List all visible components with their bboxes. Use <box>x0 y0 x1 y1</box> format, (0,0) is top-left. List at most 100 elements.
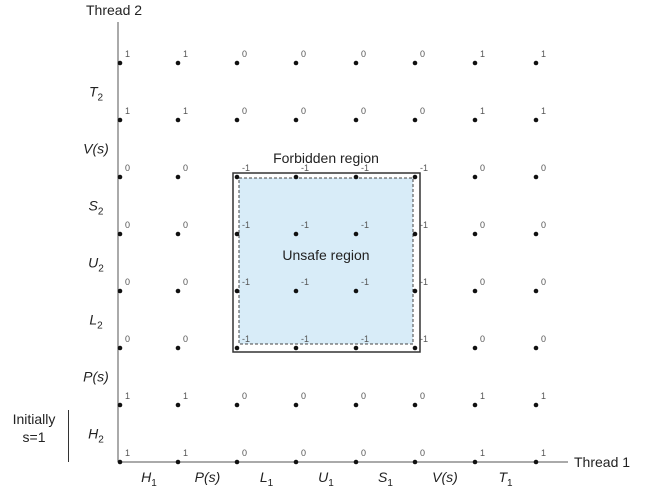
grid-value: 0 <box>541 163 546 173</box>
grid-value: 0 <box>480 277 485 287</box>
grid-value: 0 <box>242 49 247 59</box>
y-tick-base: U <box>88 255 99 271</box>
y-tick-base: S <box>89 198 99 214</box>
x-tick-sub: 1 <box>151 478 157 489</box>
x-tick-label: V(s) <box>432 469 458 485</box>
grid-point <box>234 231 240 237</box>
grid-value: 0 <box>125 334 130 344</box>
grid-point <box>533 117 539 123</box>
initial-state-line2: s=1 <box>22 429 46 445</box>
grid-point <box>472 459 478 465</box>
grid-point <box>175 117 181 123</box>
grid-value: 0 <box>361 448 366 458</box>
y-tick-base: P(s) <box>83 369 109 385</box>
grid-value: 1 <box>183 106 188 116</box>
grid-value: 1 <box>480 391 485 401</box>
grid-value: 0 <box>420 448 425 458</box>
grid-value: -1 <box>361 220 369 230</box>
grid-point <box>175 174 181 180</box>
grid-point <box>472 288 478 294</box>
grid-point <box>234 117 240 123</box>
grid-value: 0 <box>125 220 130 230</box>
grid-point <box>353 174 359 180</box>
grid-value: -1 <box>242 163 250 173</box>
grid-value: 1 <box>125 448 130 458</box>
grid-value: 0 <box>420 49 425 59</box>
grid-point <box>472 231 478 237</box>
grid-value: 1 <box>480 49 485 59</box>
grid-point <box>117 402 123 408</box>
grid-point <box>472 174 478 180</box>
grid-point <box>412 345 418 351</box>
grid-point <box>117 288 123 294</box>
grid-value: 1 <box>480 448 485 458</box>
grid-point <box>234 402 240 408</box>
y-tick-base: L <box>89 312 97 328</box>
grid-value: 1 <box>541 106 546 116</box>
x-tick-base: U <box>318 469 329 485</box>
initial-state-line1: Initially <box>12 411 56 427</box>
x-tick-label: T1 <box>498 469 513 489</box>
grid-value: 0 <box>301 49 306 59</box>
grid-value: 0 <box>125 277 130 287</box>
grid-value: -1 <box>420 334 428 344</box>
grid-value: 0 <box>420 106 425 116</box>
grid-value: 1 <box>541 391 546 401</box>
grid-point <box>234 459 240 465</box>
x-tick-label: U1 <box>318 469 334 489</box>
grid-value: 0 <box>480 163 485 173</box>
grid-point <box>175 288 181 294</box>
x-tick-labels: H1 P(s) L1 U1 S1 V(s) T1 <box>141 469 513 489</box>
y-tick-label: H2 <box>88 426 104 446</box>
grid-point <box>412 174 418 180</box>
y-tick-label: S2 <box>89 198 104 218</box>
grid-point <box>293 231 299 237</box>
grid-point <box>117 345 123 351</box>
grid-value: -1 <box>361 334 369 344</box>
grid-point <box>353 231 359 237</box>
y-tick-label: U2 <box>88 255 104 275</box>
grid-value: 0 <box>242 391 247 401</box>
grid-point <box>293 459 299 465</box>
grid-value: 0 <box>361 106 366 116</box>
x-axis-title: Thread 1 <box>574 454 630 470</box>
y-tick-label: V(s) <box>83 141 109 157</box>
grid-value: 0 <box>480 334 485 344</box>
forbidden-region-box <box>232 172 421 353</box>
grid-value: 0 <box>420 391 425 401</box>
grid-value: -1 <box>361 277 369 287</box>
grid-point <box>533 345 539 351</box>
y-tick-sub: 2 <box>98 207 104 218</box>
unsafe-region-label: Unsafe region <box>282 247 369 263</box>
grid-point <box>353 459 359 465</box>
grid-point <box>175 60 181 66</box>
y-tick-base: V(s) <box>83 141 109 157</box>
grid-point <box>412 402 418 408</box>
grid-point <box>472 345 478 351</box>
y-tick-sub: 2 <box>98 93 104 104</box>
grid-value: 1 <box>125 106 130 116</box>
grid-point <box>117 117 123 123</box>
grid-point <box>117 60 123 66</box>
grid-point <box>533 174 539 180</box>
grid-point <box>293 288 299 294</box>
grid-value: 1 <box>541 49 546 59</box>
grid-point <box>293 345 299 351</box>
x-tick-sub: 1 <box>328 478 334 489</box>
grid-value: 0 <box>301 391 306 401</box>
grid-point <box>353 117 359 123</box>
grid-value: -1 <box>420 163 428 173</box>
grid-value: 0 <box>480 220 485 230</box>
grid-point <box>293 174 299 180</box>
grid-value: -1 <box>420 277 428 287</box>
grid-value: 0 <box>361 49 366 59</box>
grid-value: 1 <box>480 106 485 116</box>
grid-point <box>175 402 181 408</box>
grid-point <box>117 174 123 180</box>
y-tick-base: H <box>88 426 99 442</box>
grid-value: 1 <box>541 448 546 458</box>
grid-point <box>353 60 359 66</box>
grid-point <box>293 402 299 408</box>
grid-point <box>293 117 299 123</box>
